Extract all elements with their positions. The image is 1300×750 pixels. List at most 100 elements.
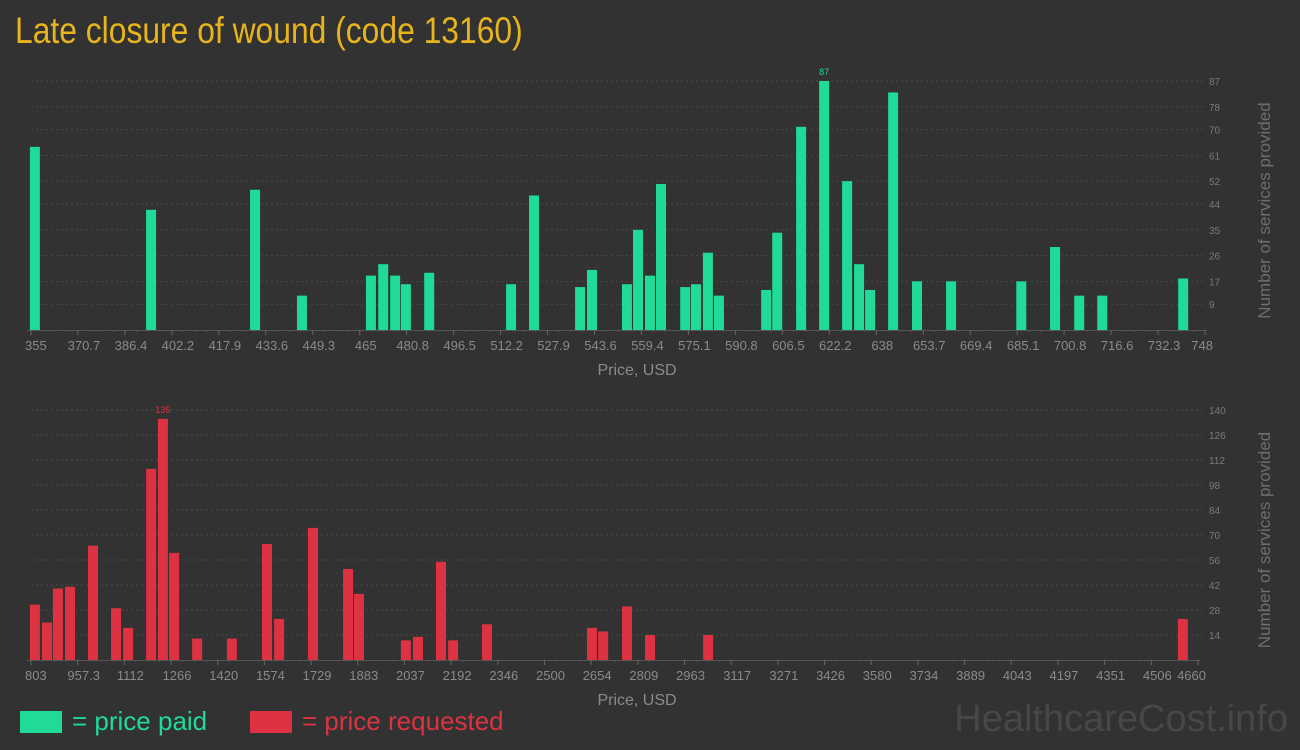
bar	[772, 232, 783, 330]
x-tick-label: 433.6	[256, 338, 289, 353]
y-tick-label: 70	[1209, 126, 1221, 137]
bar	[400, 640, 411, 660]
x-tick-label: 622.2	[819, 338, 852, 353]
y-tick-label: 52	[1209, 177, 1221, 188]
bar	[702, 252, 713, 330]
bar	[1097, 295, 1108, 330]
chart-title: Late closure of wound (code 13160)	[15, 10, 523, 51]
y-tick-label: 35	[1209, 226, 1221, 237]
y-tick-label: 14	[1209, 631, 1221, 642]
bar	[644, 275, 655, 330]
bar	[365, 275, 376, 330]
bar	[169, 552, 180, 660]
x-tick-label: 669.4	[960, 338, 993, 353]
x-tick-label: 1883	[349, 668, 378, 683]
x-tick-label: 1420	[209, 668, 238, 683]
bar	[854, 264, 865, 330]
y-tick-label: 44	[1209, 200, 1221, 211]
x-tick-label: 370.7	[68, 338, 101, 353]
bar	[424, 272, 435, 330]
x-tick-label: 402.2	[162, 338, 195, 353]
y-axis-title: Number of services provided	[1255, 102, 1274, 318]
bar	[65, 586, 76, 660]
bar	[1050, 247, 1061, 330]
x-tick-label: 685.1	[1007, 338, 1040, 353]
bar	[123, 627, 134, 660]
bar	[146, 468, 157, 660]
bar	[888, 92, 899, 330]
bar	[598, 631, 609, 660]
bar	[262, 543, 273, 660]
x-tick-label: 355	[25, 338, 47, 353]
bar	[1074, 295, 1085, 330]
bar	[680, 287, 691, 330]
x-tick-label: 417.9	[209, 338, 242, 353]
x-tick-label: 2192	[443, 668, 472, 683]
y-tick-label: 70	[1209, 531, 1221, 542]
bar	[412, 636, 423, 660]
legend-paid: = price paid	[20, 706, 207, 737]
bar	[575, 287, 586, 330]
x-tick-label: 590.8	[725, 338, 758, 353]
x-tick-label: 575.1	[678, 338, 711, 353]
bar	[400, 284, 411, 330]
bar	[192, 638, 203, 660]
legend-requested-label: = price requested	[302, 706, 504, 736]
bar	[587, 269, 598, 330]
x-tick-label: 386.4	[115, 338, 148, 353]
legend-requested: = price requested	[250, 706, 504, 737]
y-tick-label: 42	[1209, 581, 1221, 592]
x-tick-label: 1112	[117, 668, 144, 683]
y-tick-label: 61	[1209, 151, 1221, 162]
legend-paid-swatch	[20, 710, 62, 733]
x-tick-label: 1574	[256, 668, 285, 683]
x-tick-label: 732.3	[1148, 338, 1181, 353]
bar	[842, 181, 853, 330]
bar	[621, 284, 632, 330]
bar	[912, 281, 923, 330]
y-tick-label: 26	[1209, 252, 1221, 263]
y-tick-label: 98	[1209, 481, 1221, 492]
bar	[29, 146, 40, 330]
x-tick-label: 2654	[583, 668, 612, 683]
x-tick-label: 2963	[676, 668, 705, 683]
legend-requested-swatch	[250, 710, 292, 733]
bar	[390, 275, 401, 330]
x-tick-label: 748	[1191, 338, 1213, 353]
bar	[761, 289, 772, 330]
bar	[713, 295, 724, 330]
x-tick-label: 512.2	[490, 338, 523, 353]
x-tick-label: 700.8	[1054, 338, 1087, 353]
y-tick-label: 17	[1209, 277, 1221, 288]
x-tick-label: 4506	[1143, 668, 1172, 683]
y-tick-label: 84	[1209, 506, 1221, 517]
bar	[353, 593, 364, 660]
bar	[307, 527, 318, 660]
y-tick-label: 112	[1209, 456, 1225, 467]
watermark: HealthcareCost.info	[954, 698, 1288, 740]
x-tick-label: 449.3	[302, 338, 335, 353]
bar	[296, 295, 307, 330]
bar	[1177, 618, 1188, 660]
bar	[52, 588, 63, 660]
bar	[645, 635, 656, 660]
x-tick-label: 4660	[1177, 668, 1206, 683]
x-tick-label: 543.6	[584, 338, 617, 353]
x-tick-label: 3889	[956, 668, 985, 683]
x-tick-label: 4043	[1003, 668, 1032, 683]
y-tick-label: 78	[1209, 103, 1221, 114]
y-tick-label: 56	[1209, 556, 1221, 567]
bar	[946, 281, 957, 330]
x-tick-label: 559.4	[631, 338, 664, 353]
x-tick-label: 638	[871, 338, 893, 353]
y-axis-title: Number of services provided	[1255, 432, 1274, 648]
bar	[586, 627, 597, 660]
y-tick-label: 126	[1209, 431, 1226, 442]
bar	[343, 568, 354, 660]
max-value-label: 135	[155, 405, 170, 415]
bar	[448, 640, 459, 660]
x-tick-label: 3426	[816, 668, 845, 683]
x-tick-label: 653.7	[913, 338, 946, 353]
x-tick-label: 716.6	[1101, 338, 1134, 353]
